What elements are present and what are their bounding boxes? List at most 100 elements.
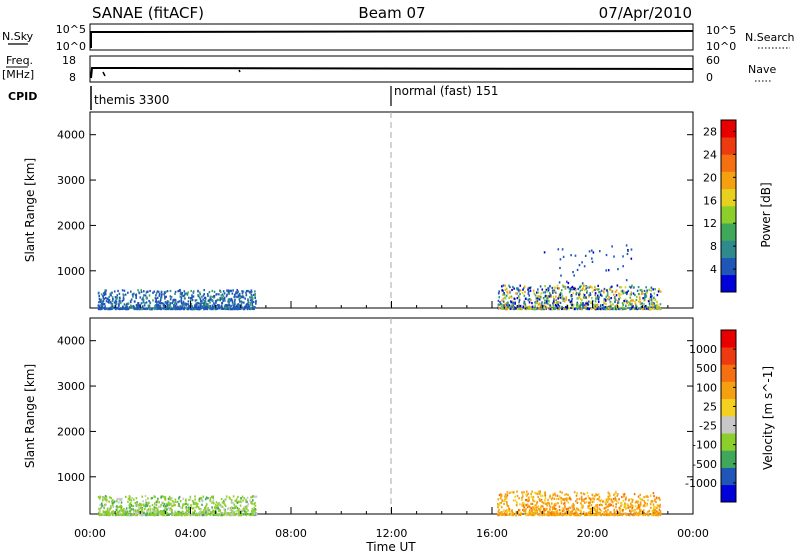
scatter-point: [103, 297, 105, 300]
scatter-point: [153, 502, 156, 505]
scatter-point: [119, 512, 121, 515]
scatter-point: [170, 498, 172, 501]
scatter-point: [202, 305, 205, 308]
scatter-point: [139, 512, 142, 515]
scatter-point: [105, 500, 108, 503]
scatter-point: [110, 512, 113, 515]
scatter-point: [640, 509, 642, 512]
scatter-point: [167, 501, 170, 504]
scatter-point: [639, 302, 642, 306]
scatter-point: [152, 299, 154, 302]
scatter-point: [529, 508, 531, 512]
colorbar-swatch: [721, 381, 736, 400]
scatter-point: [592, 511, 595, 514]
scatter-point: [109, 496, 111, 499]
scatter-point: [127, 307, 129, 311]
scatter-point: [232, 306, 235, 309]
scatter-point: [164, 291, 166, 295]
scatter-point: [155, 306, 158, 309]
scatter-point: [519, 284, 522, 287]
scatter-point: [530, 307, 532, 310]
scatter-point: [641, 510, 643, 513]
scatter-point: [162, 501, 164, 505]
scatter-point: [103, 307, 105, 310]
scatter-point: [516, 503, 518, 506]
scatter-point: [653, 499, 656, 502]
scatter-point: [523, 512, 526, 516]
scatter-point: [230, 289, 233, 292]
scatter-point: [528, 499, 531, 502]
scatter-point: [128, 513, 131, 517]
scatter-point: [219, 289, 221, 293]
nsearch-tick-bottom: 10^0: [706, 40, 736, 53]
scatter-point: [110, 294, 112, 297]
scatter-point: [115, 505, 118, 508]
nsearch-tick-top: 10^5: [706, 24, 736, 37]
scatter-point: [223, 502, 225, 505]
scatter-point: [567, 497, 569, 500]
scatter-point: [547, 514, 549, 517]
scatter-point: [613, 509, 616, 512]
scatter-point: [252, 305, 254, 308]
scatter-point: [536, 511, 539, 515]
scatter-point: [587, 511, 590, 514]
scatter-point: [152, 291, 154, 294]
scatter-point: [230, 508, 233, 512]
scatter-point: [108, 299, 111, 302]
scatter-point: [584, 305, 586, 309]
scatter-point: [112, 499, 114, 502]
scatter-point: [243, 513, 245, 516]
scatter-point: [604, 302, 607, 305]
scatter-point: [591, 493, 594, 496]
scatter-point: [231, 307, 233, 311]
scatter-point: [213, 304, 216, 307]
scatter-point: [532, 307, 535, 311]
scatter-point: [649, 307, 651, 310]
scatter-point: [245, 294, 248, 297]
scatter-point: [500, 285, 503, 288]
scatter-point: [145, 503, 147, 506]
scatter-point: [590, 249, 593, 252]
scatter-point: [237, 294, 240, 297]
scatter-point: [581, 261, 583, 264]
scatter-point: [596, 294, 599, 297]
scatter-point: [595, 504, 597, 507]
scatter-point: [146, 307, 149, 310]
scatter-point: [595, 513, 598, 517]
scatter-point: [130, 503, 133, 507]
scatter-point: [497, 299, 500, 302]
scatter-point: [616, 301, 619, 305]
scatter-point: [648, 302, 651, 305]
scatter-point: [203, 296, 206, 300]
scatter-point: [601, 304, 604, 307]
colorbar-tick-label: 16: [703, 194, 717, 207]
scatter-point: [244, 501, 247, 504]
scatter-point: [148, 501, 150, 504]
scatter-point: [538, 302, 541, 305]
scatter-point: [554, 511, 557, 514]
colorbar-swatch: [721, 154, 736, 172]
scatter-point: [193, 512, 195, 515]
colorbar-tick-label: -25: [699, 420, 717, 433]
scatter-point: [540, 307, 543, 311]
scatter-point: [196, 513, 199, 516]
scatter-point: [557, 297, 559, 300]
scatter-point: [497, 303, 500, 306]
scatter-point: [602, 307, 605, 310]
scatter-point: [99, 508, 102, 512]
scatter-point: [574, 254, 577, 257]
xtick-label: 04:00: [175, 527, 207, 540]
scatter-point: [105, 510, 107, 513]
scatter-point: [580, 511, 582, 514]
scatter-point: [500, 506, 503, 509]
scatter-point: [219, 297, 222, 300]
scatter-point: [208, 305, 211, 308]
scatter-point: [166, 302, 169, 305]
scatter-point: [527, 286, 529, 290]
scatter-point: [207, 306, 210, 309]
scatter-point: [630, 299, 632, 303]
scatter-point: [623, 301, 625, 304]
scatter-point: [591, 290, 594, 293]
scatter-point: [121, 509, 124, 512]
